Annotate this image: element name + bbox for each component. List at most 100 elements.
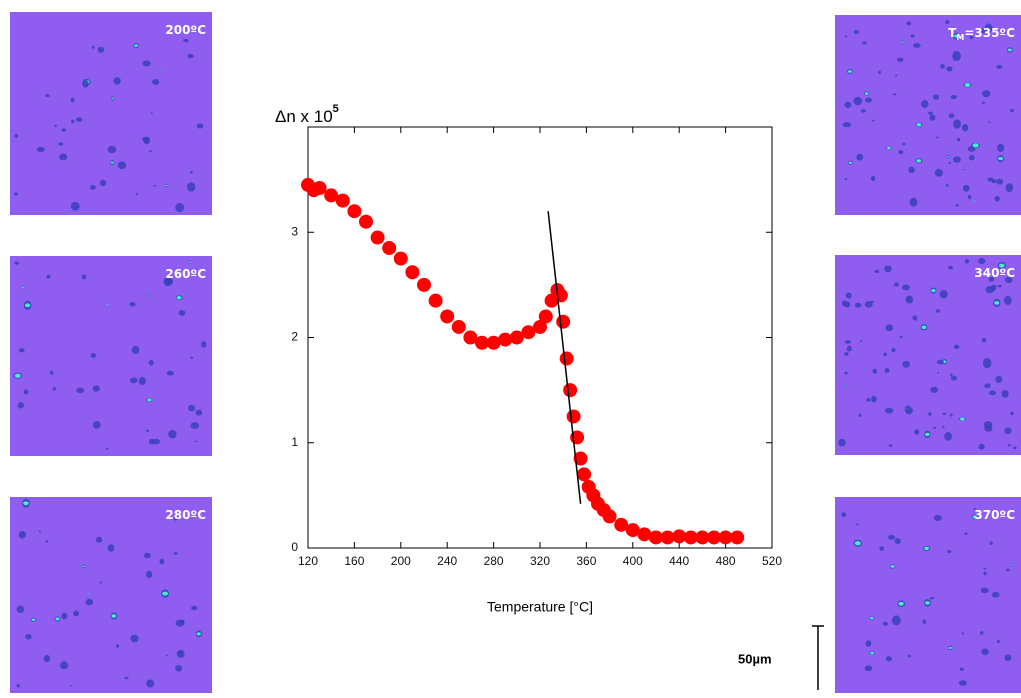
speck-bright [925, 601, 930, 605]
speck-bright [846, 385, 848, 387]
speck [187, 404, 196, 412]
speck [89, 185, 96, 190]
speck [996, 64, 1003, 69]
micrograph-bg [10, 497, 212, 693]
speck [58, 142, 64, 146]
speck [936, 359, 944, 365]
speck [908, 166, 915, 174]
speck [969, 154, 975, 161]
data-point [440, 309, 455, 324]
speck [150, 112, 153, 114]
speck [884, 407, 894, 414]
speck [149, 150, 152, 153]
speck-bright [196, 632, 201, 636]
speck-bright [24, 303, 31, 308]
speck-bright [903, 121, 905, 123]
label-text: =335ºC [964, 26, 1015, 40]
speck [97, 46, 105, 53]
speck [953, 119, 962, 129]
speck [942, 425, 945, 429]
speck [129, 377, 138, 384]
x-axis-label: Temperature [°C] [487, 599, 593, 615]
speck [71, 119, 75, 124]
speck [935, 309, 941, 313]
speck [937, 372, 940, 374]
speck [14, 261, 20, 265]
speck-bright [921, 325, 927, 330]
speck [70, 97, 75, 103]
x-tick-label: 240 [437, 554, 457, 568]
data-point [428, 293, 443, 308]
speck-bright [88, 593, 91, 595]
speck [183, 38, 189, 43]
micrograph-bg [10, 12, 212, 215]
speck [45, 93, 50, 98]
speck [129, 302, 136, 307]
speck [853, 96, 863, 106]
speck [168, 429, 177, 439]
speck [922, 619, 927, 625]
speck [838, 438, 846, 447]
speck [1004, 427, 1012, 435]
speck [845, 292, 852, 299]
speck [862, 41, 867, 45]
data-point [602, 509, 617, 524]
speck [944, 431, 953, 441]
x-tick-label: 200 [391, 554, 411, 568]
speck [146, 679, 155, 688]
speck [891, 347, 896, 353]
speck [1006, 568, 1010, 572]
speck [52, 387, 57, 391]
speck [1004, 276, 1013, 284]
speck [856, 153, 864, 161]
speck [164, 277, 174, 286]
speck [860, 109, 867, 113]
data-point [637, 527, 652, 542]
speck [961, 124, 969, 132]
speck [959, 680, 967, 686]
speck [888, 444, 893, 447]
speck [159, 558, 165, 565]
speck [995, 375, 1003, 383]
speck [865, 640, 872, 647]
x-tick-label: 360 [576, 554, 596, 568]
speck [907, 654, 912, 658]
speck [148, 438, 155, 445]
speck [99, 179, 107, 186]
speck [187, 53, 194, 59]
label-text: 260ºC [165, 267, 206, 281]
speck [70, 201, 80, 211]
speck [859, 340, 863, 342]
data-point [509, 330, 524, 345]
speck [885, 324, 894, 332]
speck [902, 360, 910, 368]
speck-bright [854, 541, 861, 546]
speck [978, 258, 986, 265]
chart: 120 160 200 240 280 320 360 400 440 480 520 0 1 2 3 Δn … [275, 103, 782, 615]
data-point [417, 277, 431, 292]
speck [92, 385, 101, 392]
speck [934, 168, 943, 177]
speck [981, 90, 991, 98]
speck [59, 153, 68, 161]
speck [856, 523, 859, 526]
speck [874, 269, 880, 273]
speck [1010, 108, 1015, 113]
speck-bright [998, 156, 1003, 161]
speck [871, 395, 877, 403]
speck [885, 656, 893, 662]
micrograph-label: TM=335ºC [948, 26, 1015, 42]
speck-bright [972, 515, 978, 519]
speck [92, 420, 101, 429]
speck [61, 128, 66, 132]
speck-bright [887, 146, 891, 150]
speck [933, 426, 937, 429]
speck [936, 136, 939, 139]
speck [967, 194, 972, 200]
speck [106, 447, 109, 450]
speck [964, 258, 970, 264]
speck [950, 95, 958, 100]
speck [844, 352, 849, 356]
x-tick-label: 320 [530, 554, 550, 568]
